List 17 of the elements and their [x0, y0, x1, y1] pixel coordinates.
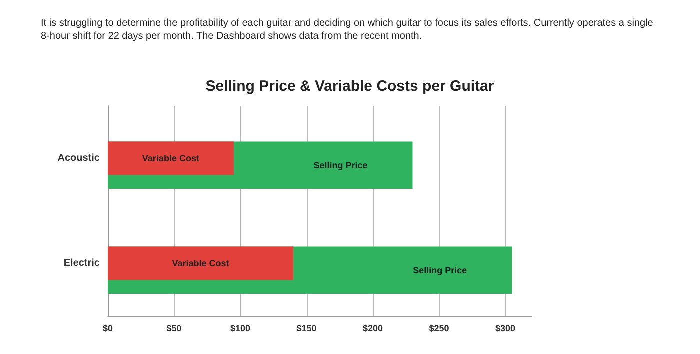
series-label: Variable Cost — [142, 154, 200, 164]
text: Variable Cost — [172, 258, 230, 268]
x-tick-label: $250 — [429, 324, 450, 334]
x-tick-label: $150 — [296, 324, 317, 334]
x-tick-label: $0 — [102, 324, 114, 334]
x-tick-label: $50 — [166, 324, 182, 334]
bar — [108, 246, 294, 280]
x-tick-label: $300 — [495, 324, 516, 334]
chart-title: Selling Price & Variable Costs per Guitar — [206, 78, 494, 95]
y-tick-label: Acoustic — [58, 153, 100, 164]
text: Selling Price — [413, 265, 468, 276]
x-tick-label: $200 — [362, 324, 384, 334]
x-tick-label: $100 — [230, 324, 251, 334]
bar — [108, 142, 234, 176]
y-tick-label: Electric — [64, 258, 100, 269]
series-label: Selling Price — [314, 160, 368, 170]
text: It is struggling to determine the profitability of each guitar and deciding on which guitar to focus its sales efforts. Currently operates a single 8-hour shift for 22 days per month. The Dashboard shows data from the recent month. — [41, 18, 656, 42]
